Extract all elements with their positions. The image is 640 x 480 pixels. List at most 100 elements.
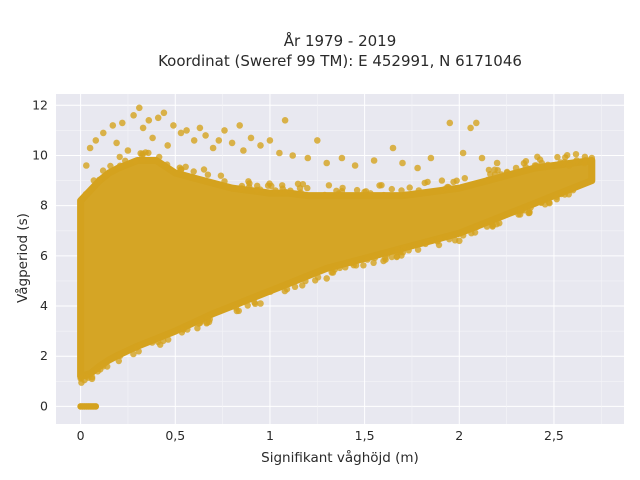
scatter-point: [553, 196, 560, 203]
x-tick-label: 2,5: [544, 428, 564, 443]
scatter-point: [116, 153, 123, 161]
scatter-point: [130, 350, 137, 358]
scatter-point: [100, 129, 107, 137]
scatter-point: [245, 178, 252, 185]
scatter-point: [276, 149, 283, 157]
scatter-point: [135, 348, 142, 355]
scatter-point: [287, 187, 294, 194]
scatter-point: [364, 256, 371, 263]
scatter-point: [251, 299, 258, 306]
scatter-point: [92, 137, 100, 144]
scatter-point: [291, 283, 299, 290]
scatter-point: [415, 187, 422, 194]
scatter-point: [323, 275, 331, 282]
scatter-point: [221, 178, 228, 185]
scatter-point: [217, 172, 225, 179]
y-tick-label: 8: [40, 198, 48, 213]
scatter-point: [170, 122, 177, 129]
scatter-point: [104, 170, 111, 178]
scatter-point: [393, 253, 400, 261]
scatter-point-zero: [92, 403, 100, 410]
scatter-point: [565, 162, 573, 169]
scatter-point: [485, 166, 493, 174]
scatter-point: [221, 127, 228, 134]
chart-title-line-1: År 1979 - 2019: [284, 31, 397, 50]
scatter-point: [569, 187, 577, 194]
scatter-point: [204, 171, 212, 178]
scatter-point: [546, 200, 553, 207]
chart-title-line-2: Koordinat (Sweref 99 TM): E 452991, N 61…: [158, 52, 522, 70]
scatter-point: [247, 134, 255, 142]
scatter-point: [456, 237, 463, 245]
y-tick-label: 4: [40, 298, 48, 313]
x-tick-label: 1,5: [355, 428, 375, 443]
scatter-point: [266, 137, 274, 144]
scatter-point: [399, 159, 406, 167]
scatter-point: [296, 185, 304, 192]
scatter-point: [139, 152, 146, 159]
scatter-point: [444, 183, 451, 191]
scatter-point: [83, 162, 90, 169]
scatter-point: [435, 241, 443, 249]
scatter-point: [450, 178, 457, 186]
scatter-point: [573, 157, 580, 164]
scatter-point: [342, 264, 349, 271]
x-tick-label: 1: [266, 428, 274, 443]
scatter-point: [588, 154, 596, 162]
scatter-point: [302, 277, 309, 285]
scatter-point: [99, 167, 107, 174]
scatter-point: [491, 166, 498, 173]
scatter-point: [580, 159, 588, 167]
scatter-point: [527, 204, 534, 211]
scatter-point: [504, 169, 511, 176]
scatter-point: [194, 325, 201, 332]
scatter-point: [438, 177, 446, 184]
scatter-point: [264, 182, 272, 189]
scatter-point: [421, 179, 428, 187]
scatter-point: [267, 288, 274, 295]
y-tick-label: 10: [32, 147, 48, 162]
scatter-point: [177, 166, 185, 173]
scatter-point: [348, 259, 356, 267]
scatter-point: [183, 127, 190, 134]
scatter-point: [489, 221, 496, 228]
scatter-point: [130, 112, 137, 119]
scatter-point: [157, 341, 164, 348]
scatter-point: [496, 220, 503, 227]
scatter-point: [145, 117, 153, 124]
scatter-point: [107, 162, 114, 170]
scatter-point: [197, 319, 204, 326]
scatter-point: [160, 109, 168, 117]
scatter-point: [115, 357, 123, 365]
scatter-point: [149, 339, 156, 346]
scatter-point: [209, 144, 217, 152]
scatter-point: [333, 187, 340, 194]
scatter-point: [244, 302, 251, 309]
scatter-point: [493, 159, 501, 167]
scatter-point: [154, 114, 162, 122]
scatter-point: [190, 168, 197, 175]
scatter-point: [232, 304, 240, 311]
scatter-point: [398, 187, 405, 194]
scatter-point: [403, 191, 410, 198]
scatter-point: [88, 375, 96, 383]
y-tick-label: 6: [40, 248, 48, 263]
scatter-point: [512, 164, 520, 172]
scatter-point: [331, 266, 338, 273]
scatter-point: [389, 144, 397, 152]
scatter-point: [206, 316, 213, 323]
scatter-point: [538, 198, 545, 206]
scatter-point: [240, 147, 247, 154]
scatter-point: [460, 232, 467, 239]
scatter-point: [165, 336, 172, 343]
scatter-point: [304, 154, 312, 162]
scatter-point: [446, 119, 454, 127]
scatter-point: [163, 161, 171, 168]
scatter-point: [478, 154, 486, 162]
scatter-point: [272, 187, 279, 194]
scatter-point: [156, 153, 163, 161]
scatter-point: [558, 189, 566, 197]
scatter-point: [200, 166, 208, 173]
scatter-point: [279, 182, 286, 189]
